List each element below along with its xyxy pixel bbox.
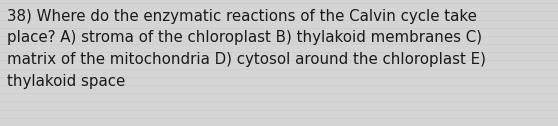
Text: 38) Where do the enzymatic reactions of the Calvin cycle take
place? A) stroma o: 38) Where do the enzymatic reactions of …	[7, 9, 486, 89]
